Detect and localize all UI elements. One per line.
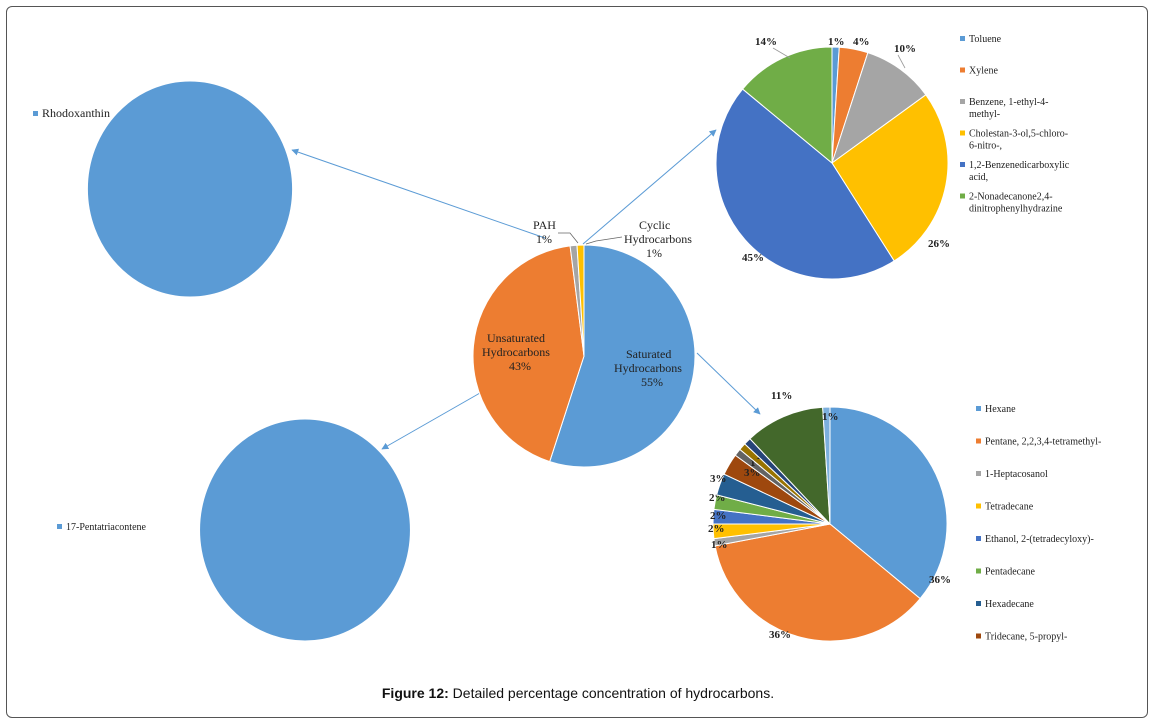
saturated-legend-label-hexadecane: Hexadecane <box>985 599 1034 610</box>
saturated-value-label-1-heptacosanol: 1% <box>711 539 728 551</box>
pentatriacontene-legend-swatch-17-pentatriacontene <box>57 524 62 529</box>
saturated-value-label-hexane: 36% <box>929 574 951 586</box>
arrow-to-cyclic <box>582 129 717 245</box>
cyclic-slice-cholestan-3-ol-5-chloro-6-nitro <box>831 94 949 262</box>
saturated-hydrocarbons-pie: 36%36%1%2%2%2%3%3%1%1%1%11%1% <box>708 390 951 642</box>
saturated-legend-swatch-hexane <box>976 406 981 411</box>
saturated-legend-label-ethanol-2-tetradecyloxy: Ethanol, 2-(tetradecyloxy)- <box>985 534 1094 545</box>
saturated-value-label-slice-12: 1% <box>822 411 839 423</box>
saturated-slice-hexane <box>829 406 948 600</box>
caption-text: Detailed percentage concentration of hyd… <box>448 685 775 701</box>
saturated-value-label-pentane-2-2-3-4-tetramethyl: 36% <box>769 629 791 641</box>
cyclic-value-label-benzene-1-ethyl-4-methyl: 10% <box>894 43 916 55</box>
rhodoxanthin-pie <box>86 80 294 298</box>
connector-arrows <box>291 129 761 450</box>
saturated-legend-label-hexane: Hexane <box>985 404 1016 415</box>
saturated-legend-swatch-pentadecane <box>976 568 981 574</box>
unsaturated-pct-label: 43% <box>509 359 531 373</box>
main-slice-saturated-hydrocarbons <box>549 244 696 468</box>
cyclic-leader-line-benzene-1-ethyl-4-methyl <box>897 54 906 69</box>
main-pie-labels: PAH 1% Cyclic Hydrocarbons 1% Unsaturate… <box>482 218 692 389</box>
saturated-label-1: Saturated <box>626 347 671 361</box>
cyclic-slice-benzene-1-ethyl-4-methyl <box>831 52 927 165</box>
saturated-legend-label-1-heptacosanol: 1-Heptacosanol <box>985 469 1048 480</box>
saturated-legend-swatch-hexadecane <box>976 601 981 606</box>
saturated-value-label-tetradecane: 2% <box>708 523 725 535</box>
saturated-legend-label-pentane-2-2-3-4-tetramethyl: Pentane, 2,2,3,4-tetramethyl- <box>985 437 1101 448</box>
saturated-legend-swatch-1-heptacosanol <box>976 471 981 476</box>
pentatriacontene-pie <box>199 418 411 642</box>
cyclic-legend-label-benzene-1-ethyl-4-methyl: Benzene, 1-ethyl-4- <box>969 97 1048 108</box>
pentatriacontene-legend-label-17-pentatriacontene: 17-Pentatriacontene <box>66 522 147 533</box>
cyclic-legend-label-2-nonadecanone2-4-dinitrophenylhydrazine: 2-Nonadecanone2,4- <box>969 192 1053 203</box>
cyclic-hydrocarbons-pie: 1% 4% 10% 26% 45% 14% <box>715 36 950 280</box>
saturated-legend: Hexane Pentane, 2,2,3,4-tetramethyl- 1-Hep… <box>976 404 1101 643</box>
cyclic-legend-label-cholestan-3-ol-5-chloro-6-nitro: 6-nitro-, <box>969 141 1002 152</box>
cyclic-legend-swatch-benzene-1-ethyl-4-methyl <box>960 99 965 104</box>
cyclic-legend-swatch-xylene <box>960 67 965 73</box>
cyclic-value-label-1-2-benzenedicarboxylic-acid: 45% <box>742 252 764 264</box>
arrow-to-pentatriacontene <box>381 392 481 450</box>
cyclic-legend: Toluene Xylene Benzene, 1-ethyl-4-methyl- C… <box>960 34 1070 215</box>
cyclic-label-1: Cyclic <box>639 218 670 232</box>
cyclic-legend-swatch-2-nonadecanone2-4-dinitrophenylhydrazine <box>960 193 965 199</box>
saturated-slice-slice-11 <box>749 406 831 526</box>
cyclic-value-label-xylene: 4% <box>853 36 870 48</box>
cyclic-value-label-toluene: 1% <box>828 36 845 48</box>
cyclic-leader-line-2-nonadecanone2-4-dinitrophenylhydrazine <box>772 47 791 59</box>
cyclic-slice-2-nonadecanone2-4-dinitrophenylhydrazine <box>741 46 833 165</box>
cyclic-legend-label-1-2-benzenedicarboxylic-acid: acid, <box>969 172 988 183</box>
cyclic-slice-1-2-benzenedicarboxylic-acid <box>715 88 895 280</box>
main-pie <box>472 244 696 468</box>
saturated-legend-label-pentadecane: Pentadecane <box>985 567 1036 578</box>
saturated-label-2: Hydrocarbons <box>614 361 682 375</box>
saturated-slice-pentane-2-2-3-4-tetramethyl <box>714 523 921 642</box>
saturated-slice-slice-12 <box>822 406 831 525</box>
cyclic-legend-label-xylene: Xylene <box>969 66 998 77</box>
saturated-value-label-slice-11: 11% <box>771 390 792 402</box>
saturated-legend-swatch-tridecane-5-propyl <box>976 633 981 639</box>
cyclic-legend-label-toluene: Toluene <box>969 34 1002 45</box>
caption-prefix: Figure 12: <box>381 685 449 701</box>
pah-pct-label: 1% <box>536 232 552 246</box>
cyclic-legend-label-2-nonadecanone2-4-dinitrophenylhydrazine: dinitrophenylhydrazine <box>969 204 1063 215</box>
saturated-legend-label-tetradecane: Tetradecane <box>985 502 1034 513</box>
saturated-legend-swatch-pentane-2-2-3-4-tetramethyl <box>976 438 981 444</box>
rhodoxanthin-legend-label-rhodoxanthin: Rhodoxanthin <box>42 106 110 120</box>
saturated-legend-swatch-ethanol-2-tetradecyloxy <box>976 536 981 541</box>
cyclic-pct-label: 1% <box>646 246 662 260</box>
saturated-value-label-ethanol-2-tetradecyloxy: 2% <box>710 510 727 522</box>
main-slice-unsaturated-hydrocarbons <box>472 245 585 463</box>
pentatriacontene-legend: 17-Pentatriacontene <box>57 522 147 533</box>
saturated-value-label-hexadecane: 3% <box>710 473 727 485</box>
main-slice-cyclic-hydrocarbons <box>576 244 585 357</box>
figure-caption: Figure 12: Detailed percentage concentra… <box>0 685 1156 701</box>
pentatriacontene-slice-17-pentatriacontene <box>199 418 411 642</box>
rhodoxanthin-legend-swatch-rhodoxanthin <box>33 111 38 116</box>
cyclic-legend-label-benzene-1-ethyl-4-methyl: methyl- <box>969 109 1000 120</box>
cyclic-value-label-cholestan-3-ol-5-chloro-6-nitro: 26% <box>928 238 950 250</box>
cyclic-leader-line <box>585 236 623 245</box>
pah-label: PAH <box>533 218 556 232</box>
rhodoxanthin-slice-rhodoxanthin <box>86 80 294 298</box>
cyclic-legend-swatch-1-2-benzenedicarboxylic-acid <box>960 162 965 167</box>
unsaturated-label-1: Unsaturated <box>487 331 545 345</box>
rhodoxanthin-legend: Rhodoxanthin <box>33 106 110 120</box>
saturated-pct-label: 55% <box>641 375 663 389</box>
cyclic-legend-label-1-2-benzenedicarboxylic-acid: 1,2-Benzenedicarboxylic <box>969 160 1070 171</box>
cyclic-legend-swatch-toluene <box>960 36 965 41</box>
figure-frame <box>6 6 1148 718</box>
cyclic-legend-label-cholestan-3-ol-5-chloro-6-nitro: Cholestan-3-ol,5-chloro- <box>969 129 1068 140</box>
arrow-to-rhodoxanthin <box>291 148 546 239</box>
cyclic-legend-swatch-cholestan-3-ol-5-chloro-6-nitro <box>960 130 965 136</box>
pah-leader-line <box>558 232 579 244</box>
saturated-legend-label-tridecane-5-propyl: Tridecane, 5-propyl- <box>985 632 1067 643</box>
cyclic-label-2: Hydrocarbons <box>624 232 692 246</box>
cyclic-value-label-2-nonadecanone2-4-dinitrophenylhydrazine: 14% <box>755 36 777 48</box>
saturated-legend-swatch-tetradecane <box>976 503 981 509</box>
arrow-to-saturated <box>696 352 761 415</box>
unsaturated-label-2: Hydrocarbons <box>482 345 550 359</box>
